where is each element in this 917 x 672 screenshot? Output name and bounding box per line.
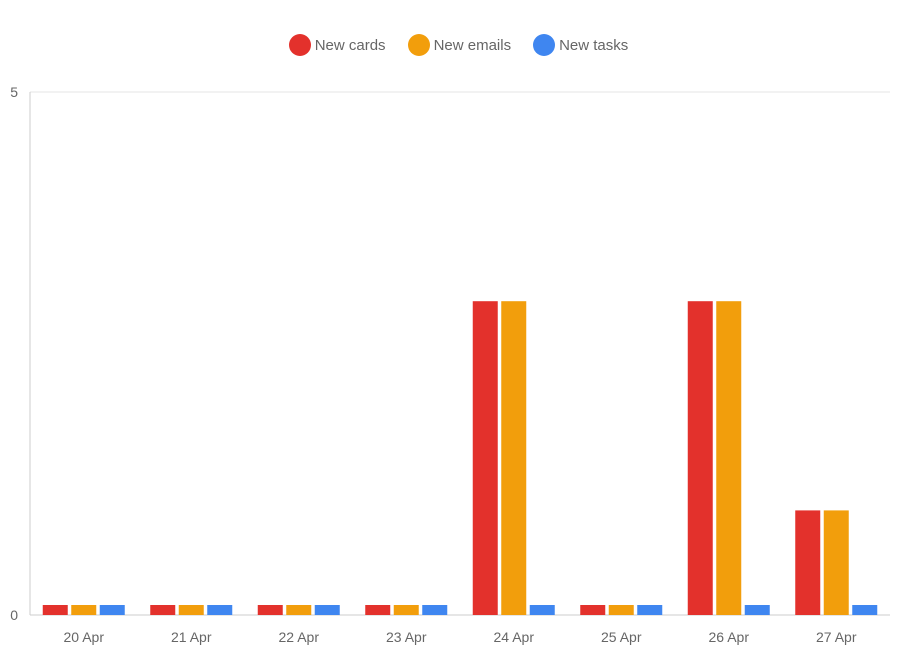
bar-2-7 — [852, 605, 878, 615]
bar-1-1 — [178, 605, 204, 615]
bar-1-2 — [286, 605, 312, 615]
legend: New cards New emails New tasks — [0, 34, 917, 56]
x-tick-label-6: 26 Apr — [709, 629, 750, 645]
bar-2-0 — [99, 605, 125, 615]
x-tick-label-5: 25 Apr — [601, 629, 642, 645]
bar-1-6 — [716, 301, 742, 615]
legend-label-1: New emails — [433, 36, 512, 54]
bar-2-3 — [422, 605, 448, 615]
x-tick-label-0: 20 Apr — [64, 629, 105, 645]
bar-1-4 — [501, 301, 527, 615]
legend-label-0: New cards — [314, 36, 386, 54]
legend-swatch-2 — [533, 34, 556, 56]
legend-item-2[interactable]: New tasks — [533, 34, 628, 56]
legend-swatch-1 — [407, 34, 430, 56]
bar-0-7 — [795, 510, 821, 615]
y-tick-label-0: 0 — [10, 607, 18, 623]
legend-label-2: New tasks — [559, 36, 629, 54]
x-tick-label-7: 27 Apr — [816, 629, 857, 645]
legend-item-0[interactable]: New cards — [288, 34, 386, 56]
bar-2-5 — [637, 605, 663, 615]
legend-item-1[interactable]: New emails — [407, 34, 512, 56]
bar-2-1 — [207, 605, 233, 615]
bar-1-7 — [823, 510, 849, 615]
bar-0-5 — [580, 605, 606, 615]
x-tick-label-2: 22 Apr — [279, 629, 320, 645]
x-tick-label-1: 21 Apr — [171, 629, 212, 645]
x-tick-label-3: 23 Apr — [386, 629, 427, 645]
bar-0-3 — [365, 605, 391, 615]
bar-2-2 — [314, 605, 340, 615]
x-tick-label-4: 24 Apr — [494, 629, 535, 645]
bar-0-6 — [687, 301, 713, 615]
legend-swatch-0 — [288, 34, 311, 56]
bar-0-4 — [472, 301, 498, 615]
bar-2-6 — [744, 605, 770, 615]
y-tick-label-1: 5 — [10, 84, 18, 100]
bar-0-1 — [150, 605, 176, 615]
bar-0-0 — [42, 605, 68, 615]
bar-1-3 — [393, 605, 419, 615]
bar-1-5 — [608, 605, 634, 615]
bar-0-2 — [257, 605, 283, 615]
bar-2-4 — [529, 605, 555, 615]
bar-1-0 — [71, 605, 97, 615]
